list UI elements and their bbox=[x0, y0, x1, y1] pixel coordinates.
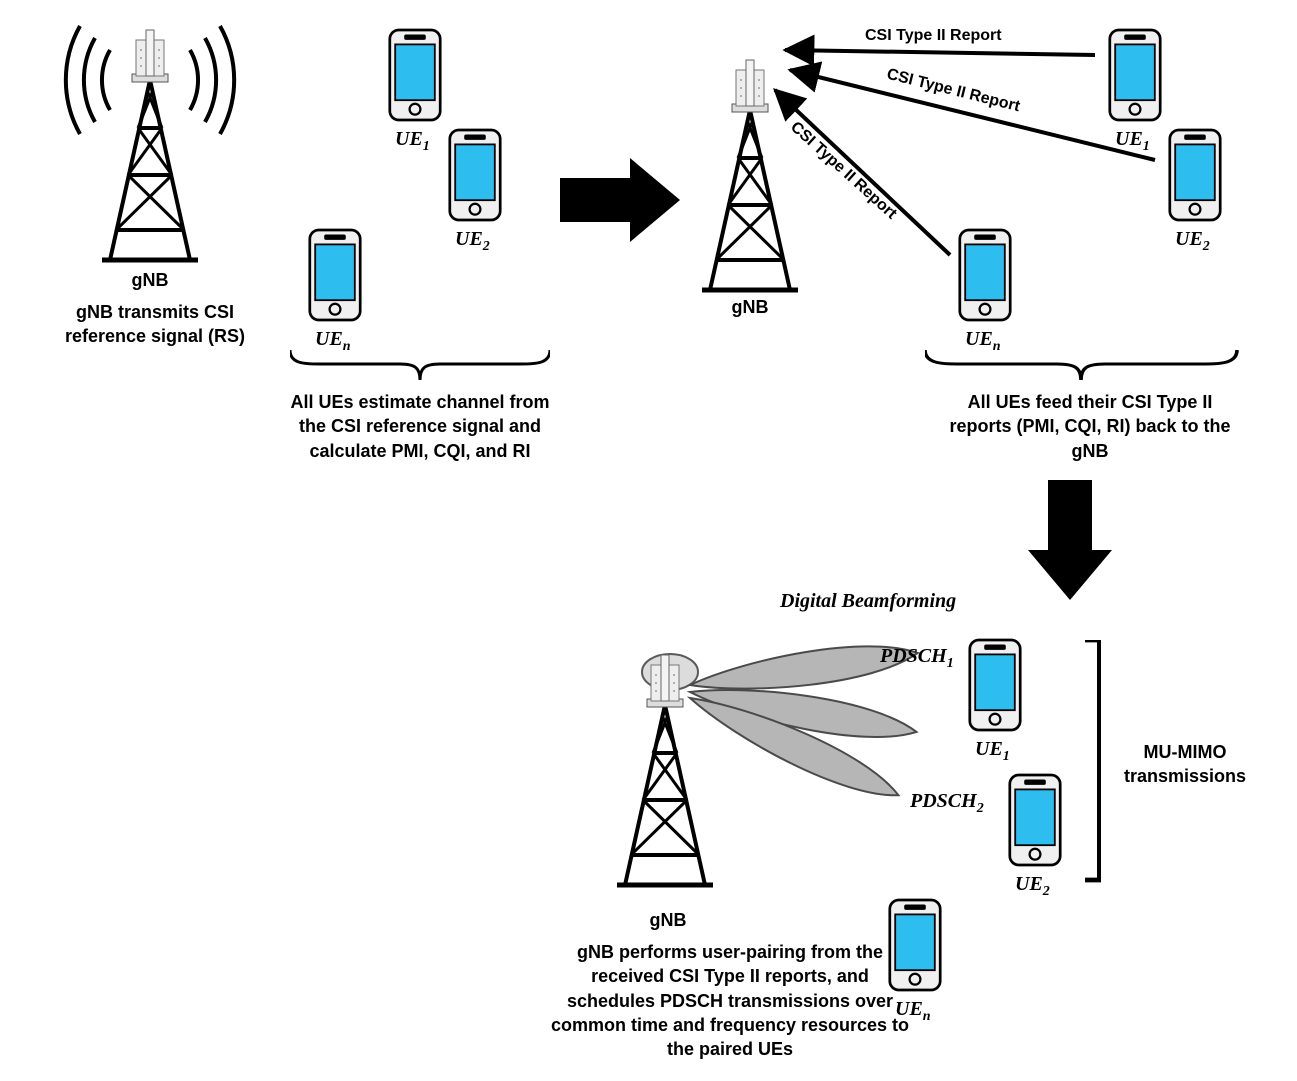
gnb-label-1: gNB bbox=[110, 268, 190, 292]
brace-p2 bbox=[925, 350, 1245, 390]
brace-p1 bbox=[290, 350, 550, 390]
ue1-label-p3: UE1 bbox=[975, 738, 1010, 765]
ues-caption-p2: All UEs feed their CSI Type II reports (… bbox=[940, 390, 1240, 463]
gnb-label-3: gNB bbox=[628, 908, 708, 932]
gnb-caption-1: gNB transmits CSI reference signal (RS) bbox=[45, 300, 265, 349]
mumimo-label: MU-MIMO transmissions bbox=[1110, 740, 1260, 789]
beamforming-label: Digital Beamforming bbox=[780, 590, 956, 613]
csi-label-1: CSI Type II Report bbox=[865, 25, 1002, 47]
pdsch2-label: PDSCH2 bbox=[910, 790, 984, 817]
uen-label-p3: UEn bbox=[895, 998, 931, 1025]
gnb-caption-3: gNB performs user-pairing from the recei… bbox=[550, 940, 910, 1061]
ues-caption-p1: All UEs estimate channel from the CSI re… bbox=[275, 390, 565, 463]
phone-uen-p3 bbox=[880, 890, 950, 1010]
ue2-label-p1: UE2 bbox=[455, 228, 490, 255]
phone-ue2-p3 bbox=[1000, 765, 1070, 885]
panel-2: gNB UE1 UE2 UEn CSI Type II Report CSI T… bbox=[660, 0, 1297, 480]
csi-arrows bbox=[660, 0, 1297, 360]
phone-ue2-p1 bbox=[440, 120, 510, 240]
arrow-2-3 bbox=[1015, 475, 1125, 605]
ue2-label-p3: UE2 bbox=[1015, 873, 1050, 900]
ue1-label-p1: UE1 bbox=[395, 128, 430, 155]
phone-ue1-p3 bbox=[960, 630, 1030, 750]
bracket-p3 bbox=[1085, 640, 1105, 890]
gnb-tower-1 bbox=[60, 10, 240, 270]
pdsch1-label: PDSCH1 bbox=[880, 645, 954, 672]
panel-3: Digital Beamforming gNB gNB performs use… bbox=[530, 590, 1297, 1080]
phone-uen-p1 bbox=[300, 220, 370, 340]
